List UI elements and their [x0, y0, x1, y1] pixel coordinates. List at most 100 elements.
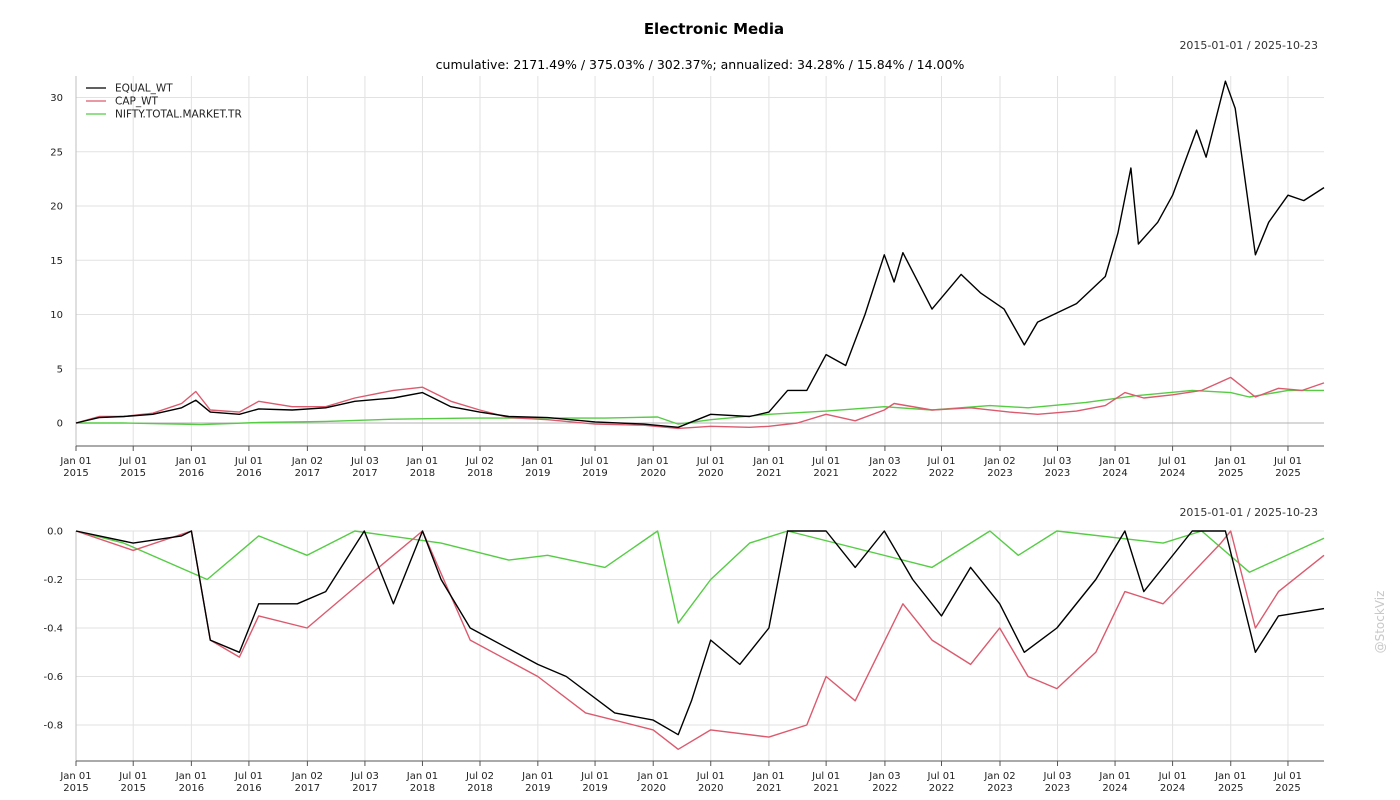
series-line-nifty-total-market-tr [75, 530, 1325, 624]
x-tick-label-year: 2016 [236, 783, 261, 794]
x-tick-label-year: 2018 [467, 783, 492, 794]
x-tick-label-year: 2022 [872, 783, 897, 794]
y-tick-label: 0.0 [47, 527, 63, 538]
x-tick-label: Jul 01 [118, 771, 147, 782]
series-line-nifty-total-market-tr [76, 389, 1324, 426]
x-tick-label: Jan 02 [291, 456, 323, 467]
bottom-date-range: 2015-01-01 / 2025-10-23 [1179, 506, 1318, 519]
x-tick-label: Jan 01 [406, 456, 438, 467]
x-tick-label: Jul 01 [696, 456, 725, 467]
x-tick-label: Jan 02 [983, 456, 1015, 467]
x-tick-label: Jul 02 [465, 456, 494, 467]
x-tick-label-year: 2019 [525, 783, 550, 794]
x-tick-label-year: 2021 [813, 468, 838, 479]
x-tick-label-year: 2015 [63, 783, 88, 794]
x-tick-label-year: 2020 [640, 783, 665, 794]
x-tick-label: Jan 01 [752, 771, 784, 782]
x-tick-label: Jan 01 [1098, 771, 1130, 782]
x-tick-label: Jul 01 [927, 771, 956, 782]
x-tick-label: Jul 03 [350, 456, 379, 467]
x-tick-label-year: 2020 [698, 468, 723, 479]
x-tick-label-year: 2019 [582, 468, 607, 479]
x-tick-label: Jul 01 [1273, 771, 1302, 782]
top-date-range: 2015-01-01 / 2025-10-23 [1179, 39, 1318, 52]
chart-title: Electronic Media [644, 20, 784, 38]
x-tick-label: Jan 01 [1098, 456, 1130, 467]
x-tick-label-year: 2020 [698, 783, 723, 794]
x-tick-label-year: 2025 [1218, 468, 1243, 479]
y-tick-label: 5 [57, 364, 63, 375]
x-tick-label: Jan 01 [59, 456, 91, 467]
x-tick-label-year: 2018 [410, 468, 435, 479]
x-tick-label-year: 2016 [179, 468, 204, 479]
y-tick-label: 30 [50, 93, 63, 104]
x-tick-label: Jan 01 [1214, 456, 1246, 467]
y-tick-label: -0.4 [43, 624, 63, 635]
x-tick-label-year: 2022 [929, 468, 954, 479]
plot-area [76, 76, 1324, 446]
x-tick-label-year: 2015 [120, 783, 145, 794]
x-tick-label: Jul 01 [118, 456, 147, 467]
x-tick-label: Jan 02 [291, 771, 323, 782]
x-tick-label: Jul 01 [234, 456, 263, 467]
series-line-cap-wt [75, 530, 1325, 750]
series-line-equal-wt [75, 530, 1325, 736]
watermark: @StockViz [1373, 591, 1387, 654]
x-tick-label: Jan 03 [868, 456, 900, 467]
legend-label: NIFTY.TOTAL.MARKET.TR [115, 109, 242, 121]
x-tick-label-year: 2025 [1218, 783, 1243, 794]
y-tick-label: 15 [50, 256, 63, 267]
x-tick-label-year: 2021 [813, 783, 838, 794]
y-tick-label: -0.2 [43, 575, 63, 586]
series-line-equal-wt [75, 80, 1325, 428]
x-tick-label: Jul 03 [1043, 771, 1072, 782]
x-tick-label-year: 2024 [1160, 783, 1185, 794]
x-tick-label-year: 2017 [295, 783, 320, 794]
x-tick-label-year: 2017 [295, 468, 320, 479]
x-tick-label-year: 2016 [236, 468, 261, 479]
x-tick-label: Jul 01 [696, 771, 725, 782]
x-tick-label-year: 2020 [640, 468, 665, 479]
y-tick-label: 20 [50, 202, 63, 213]
x-tick-label-year: 2017 [352, 468, 377, 479]
y-tick-label: -0.8 [43, 721, 63, 732]
x-tick-label: Jan 01 [59, 771, 91, 782]
x-tick-label-year: 2015 [63, 468, 88, 479]
x-tick-label-year: 2019 [582, 783, 607, 794]
x-tick-label-year: 2023 [987, 783, 1012, 794]
chart-subtitle: cumulative: 2171.49% / 375.03% / 302.37%… [436, 57, 965, 72]
x-tick-label: Jul 02 [465, 771, 494, 782]
y-tick-label: 10 [50, 310, 63, 321]
y-tick-label: -0.6 [43, 672, 63, 683]
x-tick-label: Jan 02 [983, 771, 1015, 782]
series-line-cap-wt [75, 376, 1325, 430]
x-tick-label: Jul 03 [350, 771, 379, 782]
x-tick-label: Jan 01 [175, 456, 207, 467]
x-tick-label: Jan 01 [637, 771, 669, 782]
x-tick-label: Jul 01 [1158, 456, 1187, 467]
x-tick-label-year: 2019 [525, 468, 550, 479]
x-tick-label: Jan 01 [175, 771, 207, 782]
x-tick-label-year: 2024 [1160, 468, 1185, 479]
x-tick-label-year: 2023 [987, 468, 1012, 479]
x-tick-label-year: 2023 [1045, 468, 1070, 479]
x-tick-label: Jan 01 [521, 456, 553, 467]
x-tick-label: Jan 01 [637, 456, 669, 467]
x-tick-label-year: 2025 [1275, 468, 1300, 479]
x-tick-label-year: 2016 [179, 783, 204, 794]
plot-area [76, 531, 1324, 761]
x-tick-label: Jul 01 [580, 771, 609, 782]
x-tick-label-year: 2018 [467, 468, 492, 479]
x-tick-label-year: 2024 [1102, 783, 1127, 794]
x-tick-label-year: 2018 [410, 783, 435, 794]
y-tick-label: 25 [50, 147, 63, 158]
x-tick-label-year: 2022 [872, 468, 897, 479]
x-tick-label: Jul 01 [811, 456, 840, 467]
x-tick-label: Jan 01 [406, 771, 438, 782]
x-tick-label: Jan 01 [752, 456, 784, 467]
x-tick-label-year: 2023 [1045, 783, 1070, 794]
x-tick-label: Jan 01 [1214, 771, 1246, 782]
